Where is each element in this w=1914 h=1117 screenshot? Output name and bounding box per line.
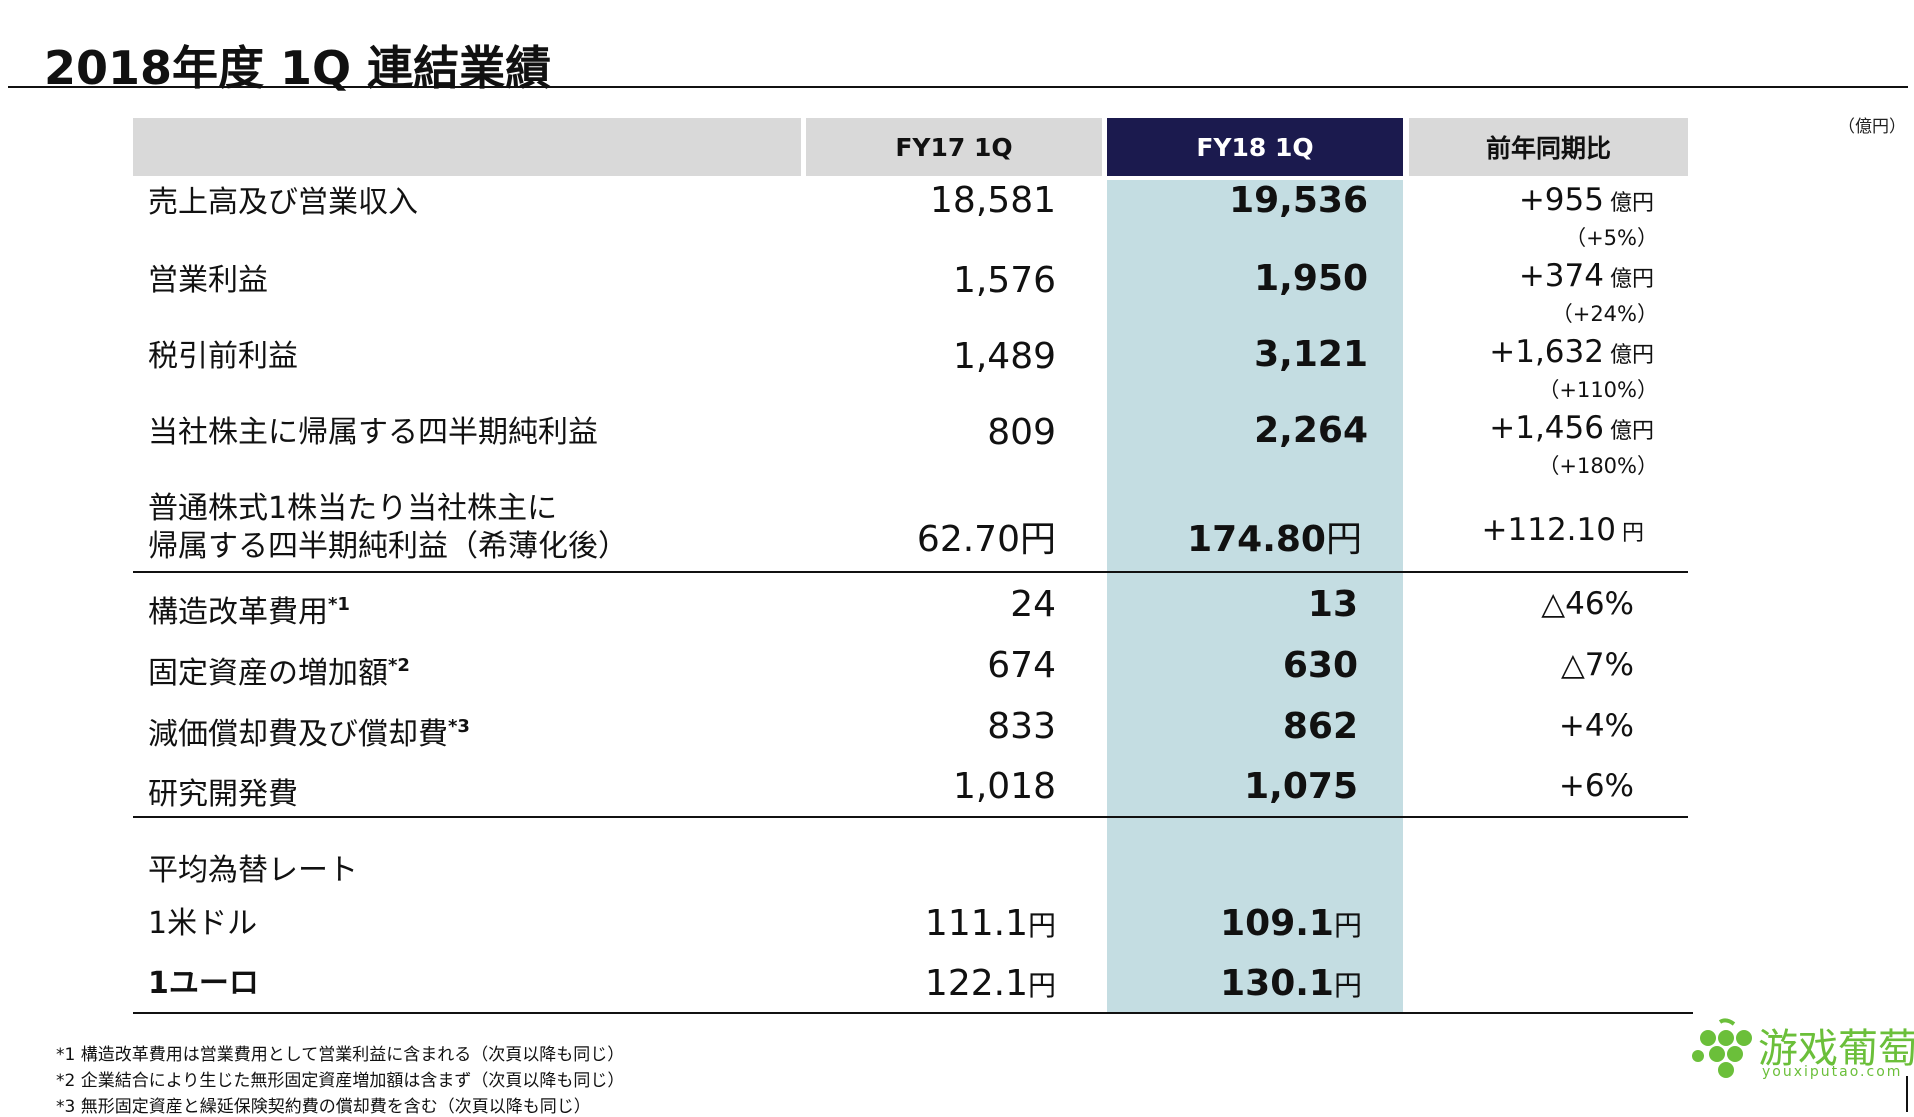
row-label-line1: 普通株式1株当たり当社株主に <box>148 491 558 526</box>
fy18-unit: 円 <box>1333 969 1362 1002</box>
yoy-amount: +374 <box>1518 258 1604 294</box>
yoy-unit: 億円 <box>1609 191 1654 216</box>
watermark-text-en: youxiputao.com <box>1762 1064 1903 1080</box>
row-label: 減価償却費及び償却費*3 <box>148 708 470 754</box>
fy18-value: 3,121 <box>1254 334 1368 375</box>
fy17-unit: 円 <box>1019 519 1056 560</box>
watermark-logo: 游戏葡萄 youxiputao.com <box>1690 1016 1914 1080</box>
fy18-amount: 174.80 <box>1187 519 1326 560</box>
yoy-value: +6% <box>1558 768 1634 804</box>
footnote-3: *3 無形固定資産と繰延保険契約費の償却費を含む（次頁以降も同じ） <box>56 1097 591 1117</box>
header-yoy: 前年同期比 <box>1409 118 1688 176</box>
divider-after-eps <box>133 571 1688 573</box>
row-label: 税引前利益 <box>148 339 298 374</box>
row-label: 当社株主に帰属する四半期純利益 <box>148 415 598 450</box>
row-label: 研究開発費 <box>148 768 298 814</box>
footnote-mark: *3 <box>448 716 470 737</box>
fy17-value: 62.70円 <box>917 510 1056 562</box>
fx-eur-fy18: 130.1円 <box>1220 963 1362 1004</box>
yoy-value: △46% <box>1541 586 1634 622</box>
footnote-mark: *1 <box>328 594 350 615</box>
fy18-value: 174.80円 <box>1187 510 1362 562</box>
fy17-value: 809 <box>987 412 1056 453</box>
fx-section-label: 平均為替レート <box>148 853 358 888</box>
row-label-line2: 帰属する四半期純利益（希薄化後） <box>148 529 628 564</box>
fy18-unit: 円 <box>1325 519 1362 560</box>
yoy-value: +1,632 億円 <box>1489 334 1654 370</box>
header-fy17: FY17 1Q <box>806 118 1102 176</box>
row-label: 構造改革費用*1 <box>148 586 350 632</box>
fy18-unit: 円 <box>1333 909 1362 942</box>
page-edge-mark <box>1906 1076 1908 1112</box>
yoy-amount: +112.10 <box>1481 512 1616 548</box>
fy18-value: 2,264 <box>1254 410 1368 451</box>
yoy-value: +1,456 億円 <box>1489 410 1654 446</box>
fx-eur-label: 1ユーロ <box>148 966 259 1001</box>
row-label-text: 研究開発費 <box>148 777 298 812</box>
fy18-value: 630 <box>1282 645 1358 686</box>
yoy-value: +112.10 円 <box>1482 512 1644 548</box>
row-label-text: 固定資産の増加額 <box>148 656 388 691</box>
yoy-unit: 億円 <box>1609 267 1654 292</box>
fy18-amount: 130.1 <box>1220 963 1334 1004</box>
row-label-text: 構造改革費用 <box>148 595 328 630</box>
yoy-percent: （+5%） <box>1565 226 1658 250</box>
watermark-text-cn: 游戏葡萄 <box>1758 1026 1914 1072</box>
fy17-amount: 62.70 <box>916 519 1020 560</box>
yoy-percent: （+180%） <box>1538 454 1658 478</box>
title-divider <box>8 86 1908 88</box>
fy17-value: 833 <box>987 706 1056 747</box>
fx-usd-fy18: 109.1円 <box>1220 903 1362 944</box>
fy17-value: 1,018 <box>952 766 1056 807</box>
row-label: 営業利益 <box>148 263 268 298</box>
unit-label: （億円） <box>1838 117 1906 137</box>
fy18-value: 862 <box>1282 706 1358 747</box>
yoy-value: +955 億円 <box>1519 182 1654 218</box>
page-title: 2018年度 1Q 連結業績 <box>44 41 552 95</box>
fy17-value: 18,581 <box>930 180 1056 221</box>
fy18-value: 19,536 <box>1229 180 1368 221</box>
fy17-value: 1,576 <box>952 260 1056 301</box>
fx-usd-label: 1米ドル <box>148 906 258 941</box>
yoy-value: △7% <box>1560 647 1634 683</box>
yoy-unit: 円 <box>1621 521 1644 546</box>
row-label: 固定資産の増加額*2 <box>148 647 410 693</box>
divider-after-rnd <box>133 816 1688 818</box>
yoy-value: +4% <box>1558 708 1634 744</box>
fy18-highlight-column <box>1107 180 1403 1012</box>
fx-eur-fy17: 122.1円 <box>925 963 1056 1004</box>
yoy-percent: （+24%） <box>1551 302 1658 326</box>
yoy-percent: （+110%） <box>1538 378 1658 402</box>
header-fy18: FY18 1Q <box>1107 118 1403 176</box>
fy17-unit: 円 <box>1027 969 1056 1002</box>
grape-icon <box>1692 1018 1752 1078</box>
footnote-2: *2 企業結合により生じた無形固定資産増加額は含まず（次頁以降も同じ） <box>56 1071 625 1091</box>
fy18-amount: 109.1 <box>1220 903 1334 944</box>
divider-table-bottom <box>133 1012 1693 1014</box>
fy17-value: 24 <box>1010 584 1056 625</box>
fy17-value: 1,489 <box>952 336 1056 377</box>
footnote-1: *1 構造改革費用は営業費用として営業利益に含まれる（次頁以降も同じ） <box>56 1045 625 1065</box>
header-label-cell <box>133 118 801 176</box>
yoy-unit: 億円 <box>1609 419 1654 444</box>
row-label: 売上高及び営業収入 <box>148 185 418 220</box>
yoy-amount: +1,632 <box>1489 334 1604 370</box>
fy17-amount: 122.1 <box>924 963 1028 1004</box>
fy17-amount: 111.1 <box>924 903 1028 944</box>
fx-usd-fy17: 111.1円 <box>925 903 1056 944</box>
yoy-unit: 億円 <box>1609 343 1654 368</box>
fy18-value: 1,950 <box>1254 258 1368 299</box>
fy18-value: 1,075 <box>1244 766 1358 807</box>
yoy-amount: +1,456 <box>1489 410 1604 446</box>
fy17-unit: 円 <box>1027 909 1056 942</box>
fy17-value: 674 <box>987 645 1056 686</box>
yoy-amount: +955 <box>1518 182 1604 218</box>
yoy-value: +374 億円 <box>1519 258 1654 294</box>
footnote-mark: *2 <box>388 655 410 676</box>
fy18-value: 13 <box>1307 584 1358 625</box>
row-label-text: 減価償却費及び償却費 <box>148 717 448 752</box>
